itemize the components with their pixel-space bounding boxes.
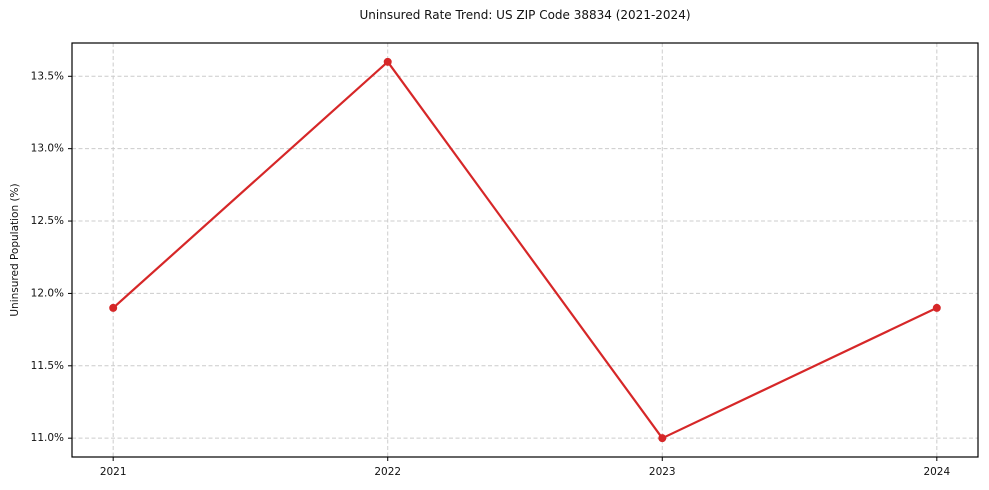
y-tick-label: 12.0% xyxy=(31,287,64,299)
y-tick-label: 12.5% xyxy=(31,215,64,227)
data-point-2021 xyxy=(109,303,118,312)
trend-line xyxy=(112,60,938,440)
plot-frame xyxy=(71,42,979,458)
x-tick-label: 2022 xyxy=(374,466,401,478)
y-tick-label: 13.0% xyxy=(31,143,64,155)
x-tick-label: 2024 xyxy=(923,466,950,478)
data-point-2022 xyxy=(383,57,392,66)
y-tick-label: 11.0% xyxy=(31,432,64,444)
chart-title: Uninsured Rate Trend: US ZIP Code 38834 … xyxy=(359,8,691,22)
data-point-2023 xyxy=(658,434,667,443)
y-tick-label: 13.5% xyxy=(31,70,64,82)
x-tick-label: 2021 xyxy=(100,466,127,478)
y-tick-label: 11.5% xyxy=(31,360,64,372)
data-point-2024 xyxy=(932,303,941,312)
x-tick-label: 2023 xyxy=(649,466,676,478)
